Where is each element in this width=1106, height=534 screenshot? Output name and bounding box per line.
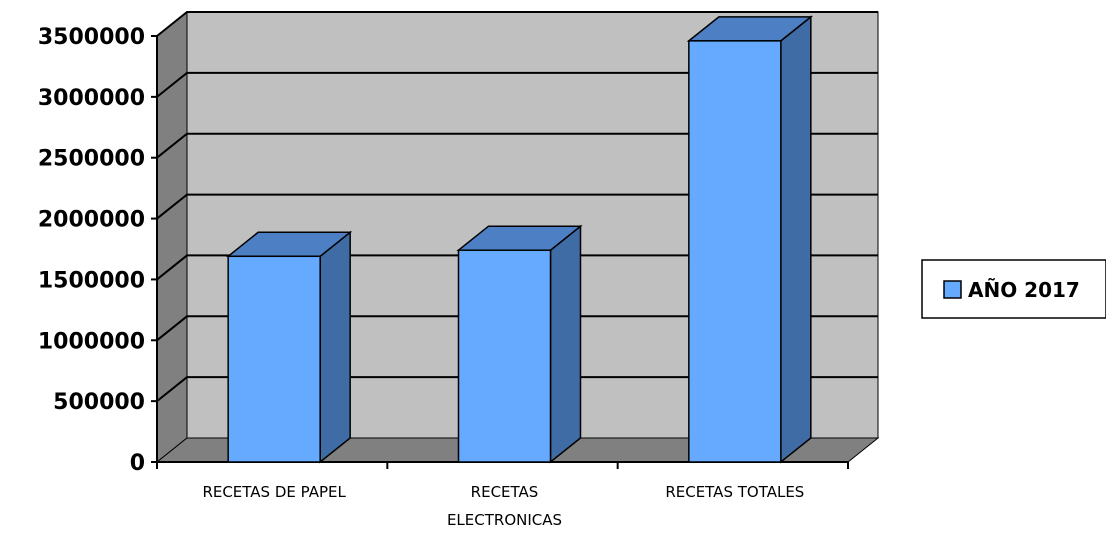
bar-side <box>549 224 582 464</box>
gridline <box>156 315 878 342</box>
y-tick-label: 500000 <box>53 390 145 415</box>
x-category-label: ELECTRONICAS <box>447 511 562 529</box>
y-tick-label: 1000000 <box>38 329 145 354</box>
y-tick-label: 0 <box>130 451 145 476</box>
gridline <box>156 376 878 402</box>
gridline <box>156 254 878 281</box>
bar <box>686 15 813 464</box>
bar <box>226 230 353 464</box>
bar-side <box>780 15 812 464</box>
legend-swatch <box>943 280 962 299</box>
gridline <box>156 132 878 159</box>
y-tick-label: 3500000 <box>38 25 145 50</box>
gridline <box>156 11 878 37</box>
y-tick-label: 2500000 <box>38 147 145 172</box>
legend-label: AÑO 2017 <box>968 278 1080 302</box>
side-wall <box>156 10 188 464</box>
x-category-label: RECETAS TOTALES <box>665 483 804 501</box>
y-tick-label: 1500000 <box>38 268 145 293</box>
x-category-label: RECETAS <box>471 483 539 501</box>
y-tick-label: 2000000 <box>38 208 145 233</box>
x-category-label: RECETAS DE PAPEL <box>202 483 346 501</box>
gridline <box>156 193 878 220</box>
bar-front <box>227 255 321 463</box>
bar-front <box>457 249 552 463</box>
gridline <box>156 71 878 98</box>
bar-side <box>319 230 351 464</box>
bar-front <box>688 40 782 463</box>
y-tick-label: 3000000 <box>38 86 145 111</box>
bar <box>456 224 583 464</box>
